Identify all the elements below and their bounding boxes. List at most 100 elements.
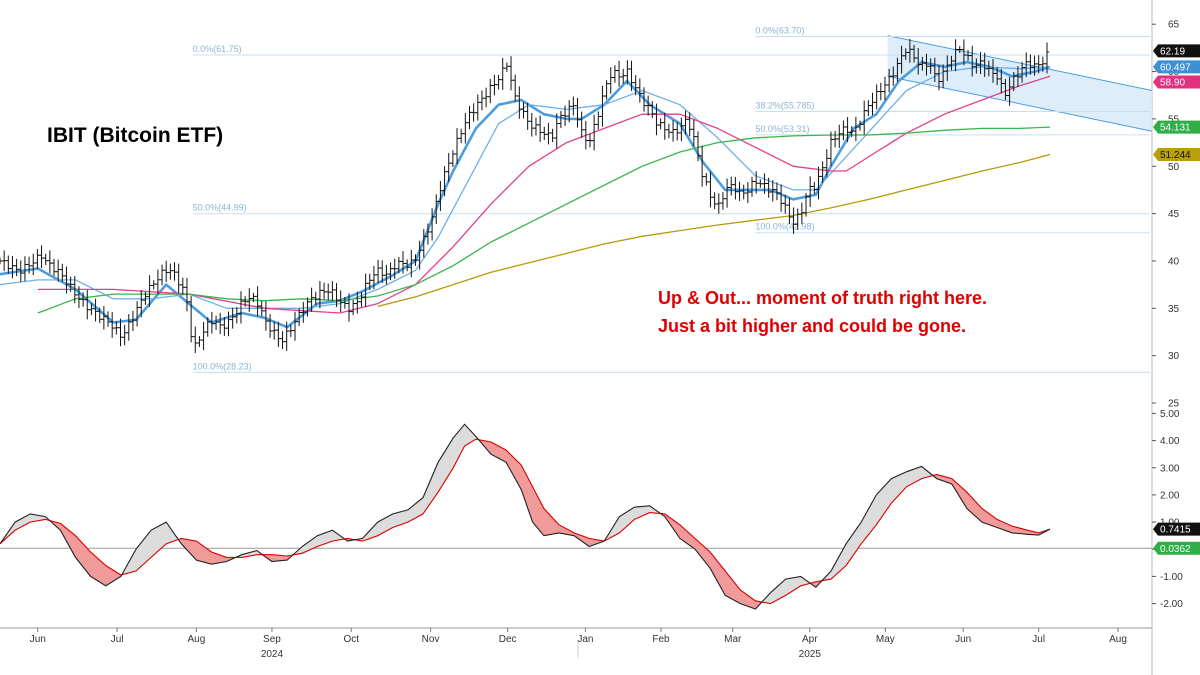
oscillator-fill-segment xyxy=(404,509,409,524)
price-ytick-label: 30 xyxy=(1168,351,1180,362)
ohlc-bar xyxy=(899,45,904,74)
fib-label-6: 100.0%(42.98) xyxy=(755,222,814,232)
ohlc-bar xyxy=(712,192,717,209)
ohlc-bar xyxy=(737,181,742,201)
fib-label-5: 50.0%(53.31) xyxy=(755,124,809,134)
ohlc-bar xyxy=(421,229,426,258)
oscillator-fill-segment xyxy=(383,516,387,533)
ohlc-bar xyxy=(770,180,775,202)
oscillator-fill-segment xyxy=(87,548,91,577)
ohlc-bar xyxy=(675,122,680,141)
ohlc-bar xyxy=(6,255,11,274)
oscillator-fill-segment xyxy=(144,533,149,564)
ohlc-bar xyxy=(55,259,61,282)
osc-ytick-label: 3.00 xyxy=(1160,463,1180,474)
ohlc-bar xyxy=(974,58,979,74)
ohlc-bar xyxy=(317,281,323,309)
ohlc-bar xyxy=(612,65,618,83)
ohlc-bar xyxy=(255,286,260,317)
oscillator-fill-segment xyxy=(450,437,454,474)
ohlc-bar xyxy=(587,133,593,148)
ohlc-bar xyxy=(720,192,726,210)
ohlc-bar xyxy=(155,269,161,295)
ohlc-bar xyxy=(766,177,771,198)
ohlc-bar xyxy=(986,60,992,77)
ohlc-bar xyxy=(866,100,871,117)
ohlc-bar xyxy=(670,120,676,142)
oscillator-fill-segment xyxy=(162,521,167,547)
value-badge: 58.90 xyxy=(1153,75,1200,89)
value-badge-label: 58.90 xyxy=(1160,78,1185,89)
chart-title: IBIT (Bitcoin ETF) xyxy=(47,124,223,147)
ohlc-bar xyxy=(309,287,314,312)
oscillator-fill-segment xyxy=(277,554,282,562)
ohlc-bar xyxy=(916,48,921,75)
ohlc-bar xyxy=(729,176,734,196)
price-ytick-label: 40 xyxy=(1168,256,1180,267)
oscillator-fill-segment xyxy=(395,512,400,527)
oscillator-fill-segment xyxy=(909,469,913,486)
ohlc-bar xyxy=(313,291,318,306)
value-badge-label: 54.131 xyxy=(1160,123,1191,134)
ohlc-bar xyxy=(483,87,489,108)
ohlc-bar xyxy=(679,117,684,142)
ohlc-bar xyxy=(359,291,364,307)
ohlc-bar xyxy=(222,317,227,336)
ohlc-bar xyxy=(1011,71,1016,92)
oscillator-fill-segment xyxy=(501,447,505,462)
ohlc-bar xyxy=(458,128,464,144)
value-badge-bg xyxy=(1153,541,1200,555)
value-badge-bg xyxy=(1153,120,1200,134)
ohlc-bar xyxy=(201,321,206,351)
oscillator-fill-segment xyxy=(30,513,34,523)
value-badge: 0.0362 xyxy=(1153,541,1200,555)
ohlc-bar xyxy=(1015,66,1021,87)
osc-ytick-label: -1.00 xyxy=(1160,572,1183,583)
ohlc-bar xyxy=(396,256,402,274)
ohlc-bar xyxy=(188,296,194,343)
oscillator-fill-segment xyxy=(380,518,384,535)
month-label: Jul xyxy=(111,634,124,645)
ohlc-bar xyxy=(708,171,713,208)
ohlc-bar xyxy=(870,92,875,116)
ohlc-bar xyxy=(716,193,721,214)
value-badge-bg xyxy=(1153,522,1200,536)
month-label: Jun xyxy=(30,634,46,645)
oscillator-fill-segment xyxy=(634,506,638,520)
ohlc-bar xyxy=(874,84,879,110)
ohlc-bar xyxy=(591,114,597,151)
ohlc-bar xyxy=(305,297,310,317)
price-ytick-label: 45 xyxy=(1168,209,1180,220)
oscillator-fill-segment xyxy=(894,475,898,501)
value-badge-bg xyxy=(1153,75,1200,89)
ohlc-bar xyxy=(72,276,77,304)
fib-label-4: 38.2%(55.785) xyxy=(755,100,814,110)
oscillator-fill-segment xyxy=(398,511,403,526)
value-badge-label: 0.0362 xyxy=(1160,544,1191,555)
oscillator-fill-segment xyxy=(33,514,37,522)
ohlc-bar xyxy=(529,112,535,137)
ohlc-bar xyxy=(168,263,173,280)
ohlc-bar xyxy=(799,202,805,225)
ohlc-bar xyxy=(699,145,705,187)
ohlc-bar xyxy=(1024,52,1029,78)
oscillator-fill-segment xyxy=(156,524,161,553)
ohlc-bar xyxy=(226,311,231,337)
ohlc-bar xyxy=(442,166,447,197)
ohlc-bar xyxy=(666,123,672,139)
ohlc-bar xyxy=(1007,76,1012,106)
ohlc-bar xyxy=(475,94,480,121)
ohlc-bar xyxy=(832,130,838,148)
ohlc-bar xyxy=(961,39,967,66)
month-label: Aug xyxy=(188,634,206,645)
value-badge: 60.497 xyxy=(1153,60,1200,73)
ohlc-bar xyxy=(691,119,697,147)
ohlc-bar xyxy=(213,315,219,330)
ohlc-bar xyxy=(388,262,393,281)
ohlc-bar xyxy=(994,67,1000,86)
moving-average-lines xyxy=(0,60,1051,329)
ohlc-bar xyxy=(425,223,431,245)
value-badge: 51.244 xyxy=(1153,147,1200,161)
ohlc-bar xyxy=(288,324,294,337)
ohlc-bar xyxy=(355,291,360,314)
